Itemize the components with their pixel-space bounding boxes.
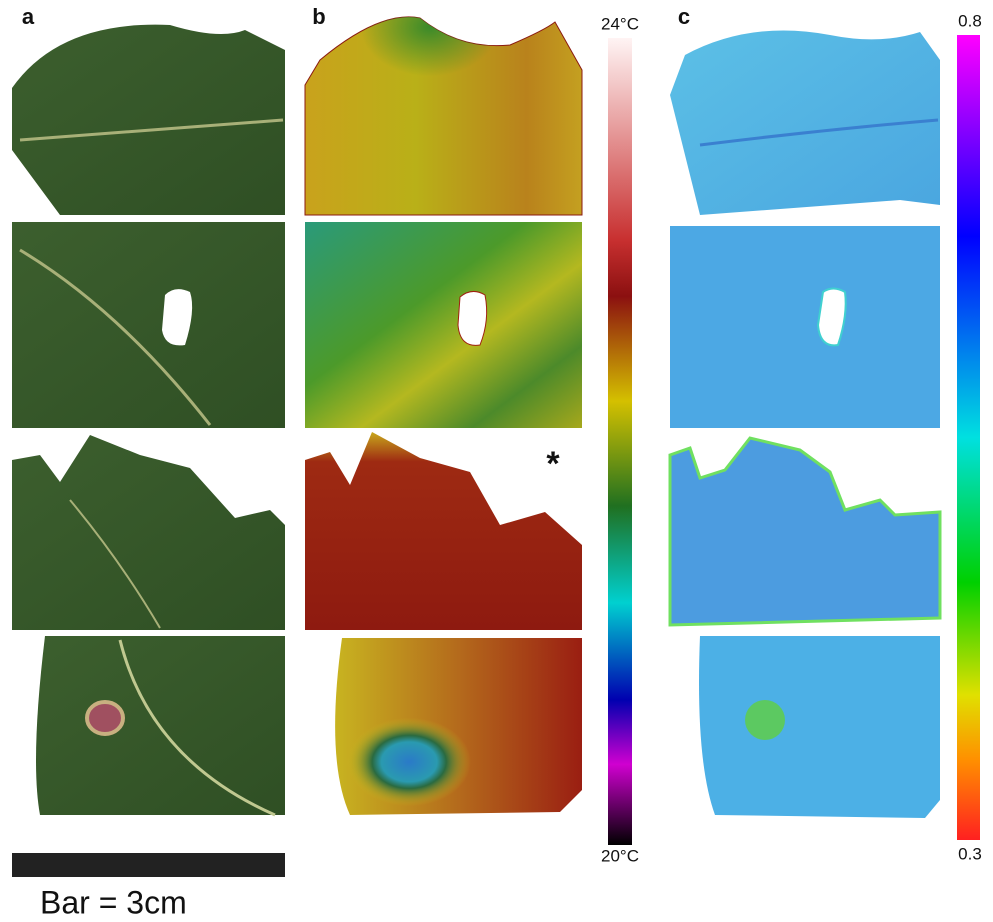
panel-label: b xyxy=(312,4,325,29)
colorbar-top-label: 0.8 xyxy=(958,11,982,30)
colorbar-bottom-label: 0.3 xyxy=(958,844,982,863)
scale-bar-label: Bar = 3cm xyxy=(40,884,187,920)
colorbar-top-label: 24°C xyxy=(601,14,639,33)
thermal-column xyxy=(305,17,632,845)
colorbar-bottom-label: 20°C xyxy=(601,846,639,865)
marker: * xyxy=(546,445,560,483)
panel-label: c xyxy=(678,4,690,29)
colorbar xyxy=(608,38,632,845)
colorbar xyxy=(957,35,980,840)
photo-column xyxy=(12,25,285,877)
index-column xyxy=(670,31,980,841)
figure: a b c Bar = 3cm 24°C 20°C * 0.8 0.3 xyxy=(0,0,993,922)
scale-bar xyxy=(12,853,285,877)
panel-label: a xyxy=(22,4,35,29)
